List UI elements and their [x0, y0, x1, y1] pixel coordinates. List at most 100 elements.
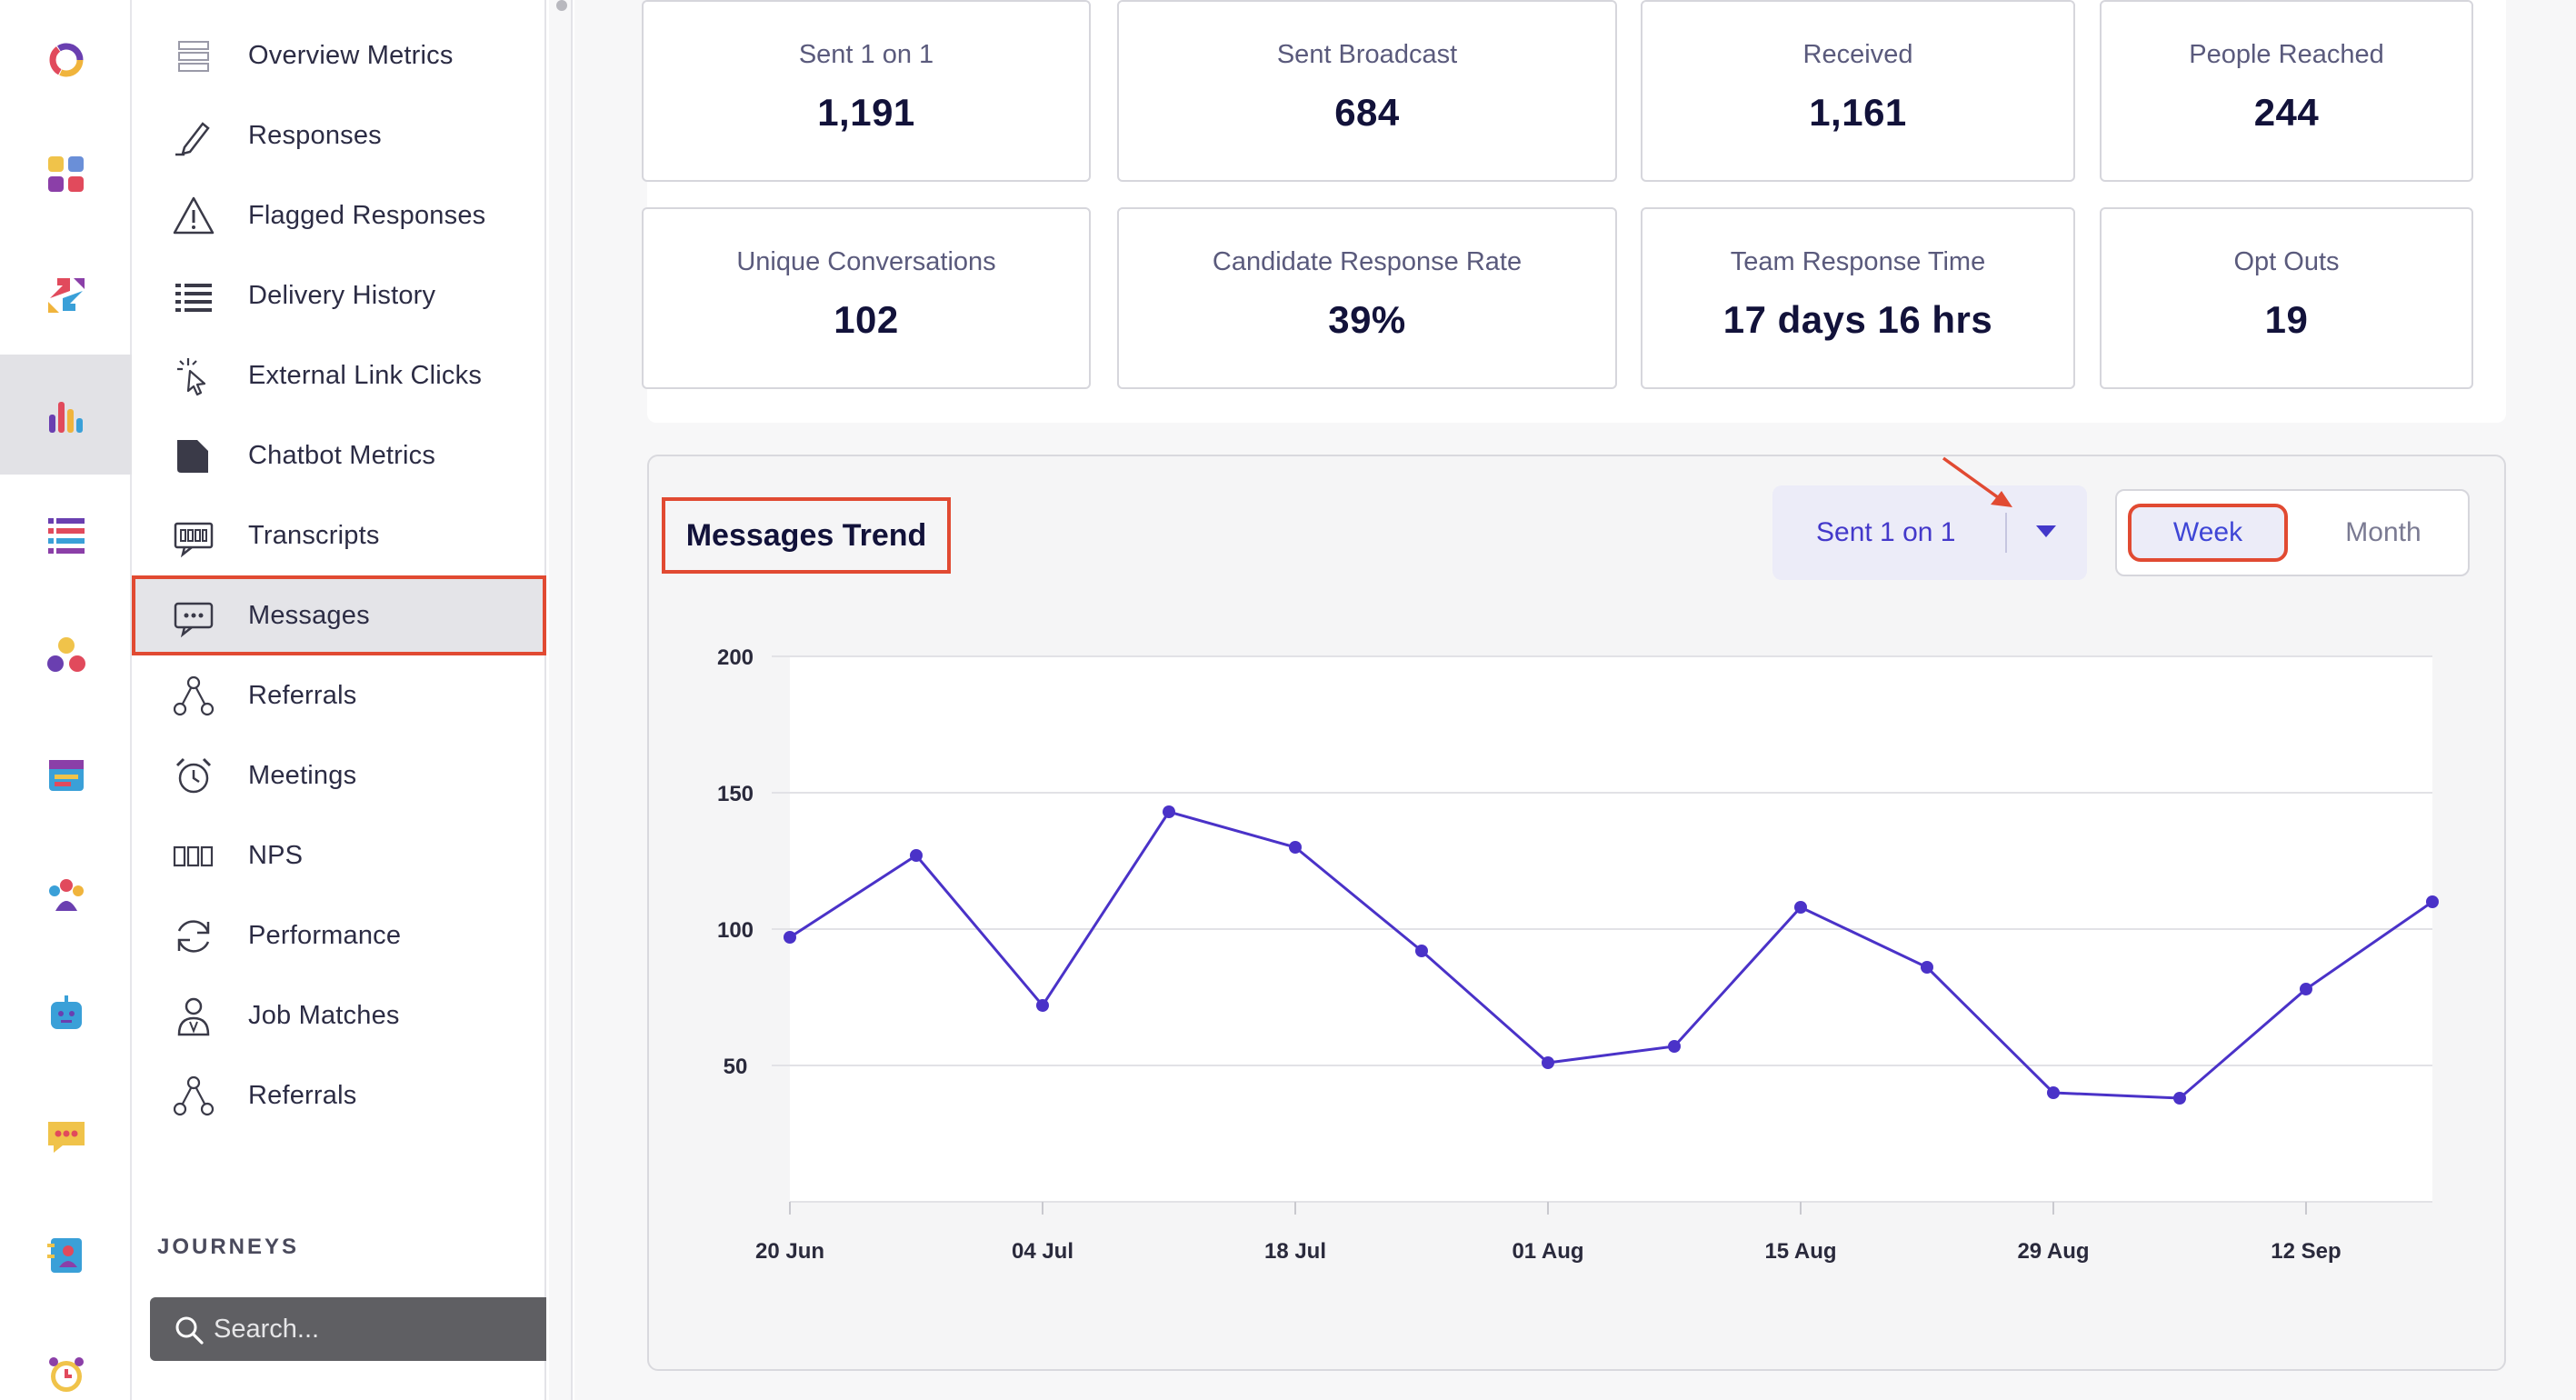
week-button[interactable]: Week — [2128, 504, 2288, 562]
alarm-clock-icon[interactable] — [0, 1315, 132, 1400]
search-input[interactable] — [214, 1297, 523, 1361]
metric-label: Opt Outs — [2233, 247, 2340, 276]
x-tick-label: 15 Aug — [1764, 1239, 1836, 1264]
sidebar-item-nps[interactable]: NPS — [134, 817, 544, 894]
person-icon — [172, 995, 215, 1038]
brand-ring-icon[interactable] — [0, 0, 132, 120]
scrollbar-thumb[interactable] — [556, 0, 567, 11]
metric-card-people-reached: People Reached 244 — [2100, 0, 2473, 182]
sidebar-item-label: Performance — [248, 920, 402, 950]
x-tick-label: 12 Sep — [2271, 1239, 2341, 1264]
chevron-down-icon[interactable] — [2036, 525, 2056, 537]
data-point — [2426, 895, 2439, 908]
sidebar-item-label: External Link Clicks — [248, 360, 483, 390]
sidebar-scrollbar[interactable] — [549, 0, 573, 1400]
metric-value: 1,161 — [1809, 91, 1907, 134]
metric-card-sent-broadcast: Sent Broadcast 684 — [1117, 0, 1617, 182]
sidebar-item-label: Messages — [248, 600, 370, 630]
data-point — [1542, 1056, 1554, 1069]
referral-icon — [172, 1075, 215, 1118]
month-button[interactable]: Month — [2345, 517, 2421, 547]
sidebar-item-referrals[interactable]: Referrals — [134, 657, 544, 734]
alarm-icon — [172, 755, 215, 798]
trend-title: Messages Trend — [662, 497, 951, 574]
people-network-icon[interactable] — [0, 595, 132, 715]
arrows-exchange-icon[interactable] — [0, 235, 132, 355]
list-stack-icon[interactable] — [0, 475, 132, 595]
x-tick-label: 04 Jul — [1012, 1239, 1073, 1264]
metric-label: People Reached — [2189, 40, 2384, 69]
journeys-section-label: JOURNEYS — [157, 1235, 300, 1259]
metrics-panel: Sent 1 on 1 1,191 Sent Broadcast 684 Rec… — [642, 0, 2506, 423]
data-point — [2047, 1086, 2060, 1099]
metric-card-sent-1-on-1: Sent 1 on 1 1,191 — [642, 0, 1091, 182]
contact-book-icon[interactable] — [0, 1195, 132, 1315]
series-select-value: Sent 1 on 1 — [1816, 517, 1956, 547]
metric-card-unique-conversations: Unique Conversations 102 — [642, 207, 1091, 389]
metric-card-opt-outs: Opt Outs 19 — [2100, 207, 2473, 389]
sidebar-item-messages[interactable]: Messages — [132, 575, 546, 655]
data-point — [2173, 1092, 2186, 1105]
annotation-arrow-icon — [1942, 456, 2012, 507]
data-point — [1163, 805, 1175, 818]
data-point — [1921, 961, 1933, 974]
nps-icon — [172, 835, 215, 878]
series-line — [789, 810, 2433, 1100]
sidebar-item-external-link-clicks[interactable]: External Link Clicks — [134, 337, 544, 414]
metric-card-team-response-time: Team Response Time 17 days 16 hrs — [1641, 207, 2075, 389]
metric-value: 17 days 16 hrs — [1722, 298, 1993, 341]
click-cursor-icon — [172, 355, 215, 398]
data-point — [1036, 999, 1049, 1012]
journeys-search[interactable] — [150, 1297, 546, 1361]
chatbot-doc-icon — [172, 435, 215, 478]
metric-value: 244 — [2253, 91, 2320, 134]
sidebar-item-meetings[interactable]: Meetings — [134, 737, 544, 814]
calendar-icon[interactable] — [0, 715, 132, 835]
sidebar-item-job-matches[interactable]: Job Matches — [134, 977, 544, 1054]
metric-label: Team Response Time — [1730, 247, 1986, 276]
sidebar-item-label: Referrals — [248, 1080, 357, 1110]
y-tick-label: 200 — [717, 645, 754, 670]
data-point — [784, 931, 796, 944]
sidebar-item-delivery-history[interactable]: Delivery History — [134, 257, 544, 334]
chat-bubble-icon[interactable] — [0, 1075, 132, 1195]
sidebar-item-label: Responses — [248, 120, 382, 150]
metric-value: 39% — [1328, 298, 1406, 341]
analytics-bars-icon[interactable] — [0, 355, 132, 475]
data-point — [1794, 901, 1807, 914]
sidebar-item-flagged-responses[interactable]: Flagged Responses — [134, 177, 544, 254]
sidebar-item-responses[interactable]: Responses — [134, 97, 544, 174]
message-icon — [172, 595, 215, 638]
y-tick-label: 150 — [717, 782, 754, 806]
metric-label: Sent Broadcast — [1276, 40, 1458, 69]
team-icon[interactable] — [0, 835, 132, 955]
metric-label: Received — [1802, 40, 1913, 69]
refresh-icon — [172, 915, 215, 958]
chatbot-icon[interactable] — [0, 955, 132, 1075]
warning-icon — [172, 195, 215, 238]
sidebar-item-label: Chatbot Metrics — [248, 440, 436, 470]
overview-icon — [172, 35, 215, 78]
sidebar-item-overview-metrics[interactable]: Overview Metrics — [134, 17, 544, 94]
search-icon — [174, 1315, 205, 1345]
data-point — [2300, 983, 2312, 995]
series-select[interactable]: Sent 1 on 1 — [1772, 485, 2087, 580]
data-point — [1415, 945, 1428, 957]
period-toggle: Week Month — [2115, 489, 2470, 576]
x-tick-label: 18 Jul — [1264, 1239, 1326, 1264]
x-tick-label: 20 Jun — [755, 1239, 824, 1264]
referral-icon — [172, 675, 215, 718]
sidebar-item-referrals-2[interactable]: Referrals — [134, 1057, 544, 1134]
x-tick-label: 29 Aug — [2017, 1239, 2089, 1264]
messages-trend-panel: 50 100 150 200 20 Jun 04 Jul 18 Jul 01 Aug 15 Au… — [647, 455, 2506, 1371]
sidebar-item-chatbot-metrics[interactable]: Chatbot Metrics — [134, 417, 544, 494]
sidebar-item-label: Delivery History — [248, 280, 436, 310]
sidebar-item-label: Flagged Responses — [248, 200, 486, 230]
metric-value: 1,191 — [817, 91, 915, 134]
apps-grid-icon[interactable] — [0, 115, 132, 235]
sidebar-item-transcripts[interactable]: Transcripts — [134, 497, 544, 574]
sidebar-item-performance[interactable]: Performance — [134, 897, 544, 974]
pen-icon — [172, 115, 215, 158]
messages-trend-chart: 50 100 150 200 20 Jun 04 Jul 18 Jul 01 Aug 15 Au… — [717, 645, 2439, 1264]
metric-label: Sent 1 on 1 — [798, 40, 934, 69]
